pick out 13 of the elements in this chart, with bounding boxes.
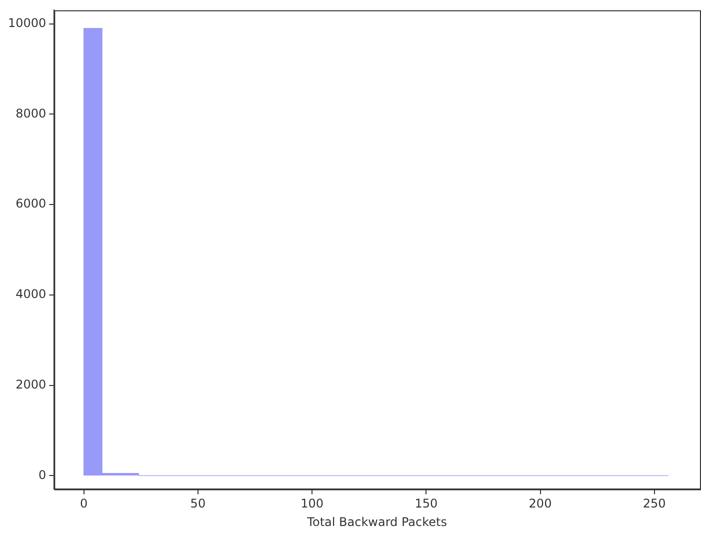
x-tick-label: 250 <box>642 496 666 511</box>
x-tick-label: 200 <box>528 496 552 511</box>
x-axis-title: Total Backward Packets <box>306 514 447 529</box>
y-tick-label: 2000 <box>16 377 46 392</box>
y-tick-label: 10000 <box>8 16 46 30</box>
y-tick-label: 6000 <box>16 196 46 211</box>
x-tick-label: 50 <box>190 496 206 511</box>
y-tick-label: 0 <box>38 468 46 482</box>
x-tick-label: 0 <box>80 496 88 511</box>
y-tick-label: 8000 <box>16 106 46 120</box>
y-tick-label: 4000 <box>16 287 46 302</box>
x-tick-label: 100 <box>300 496 324 511</box>
x-tick-label: 150 <box>414 496 438 511</box>
